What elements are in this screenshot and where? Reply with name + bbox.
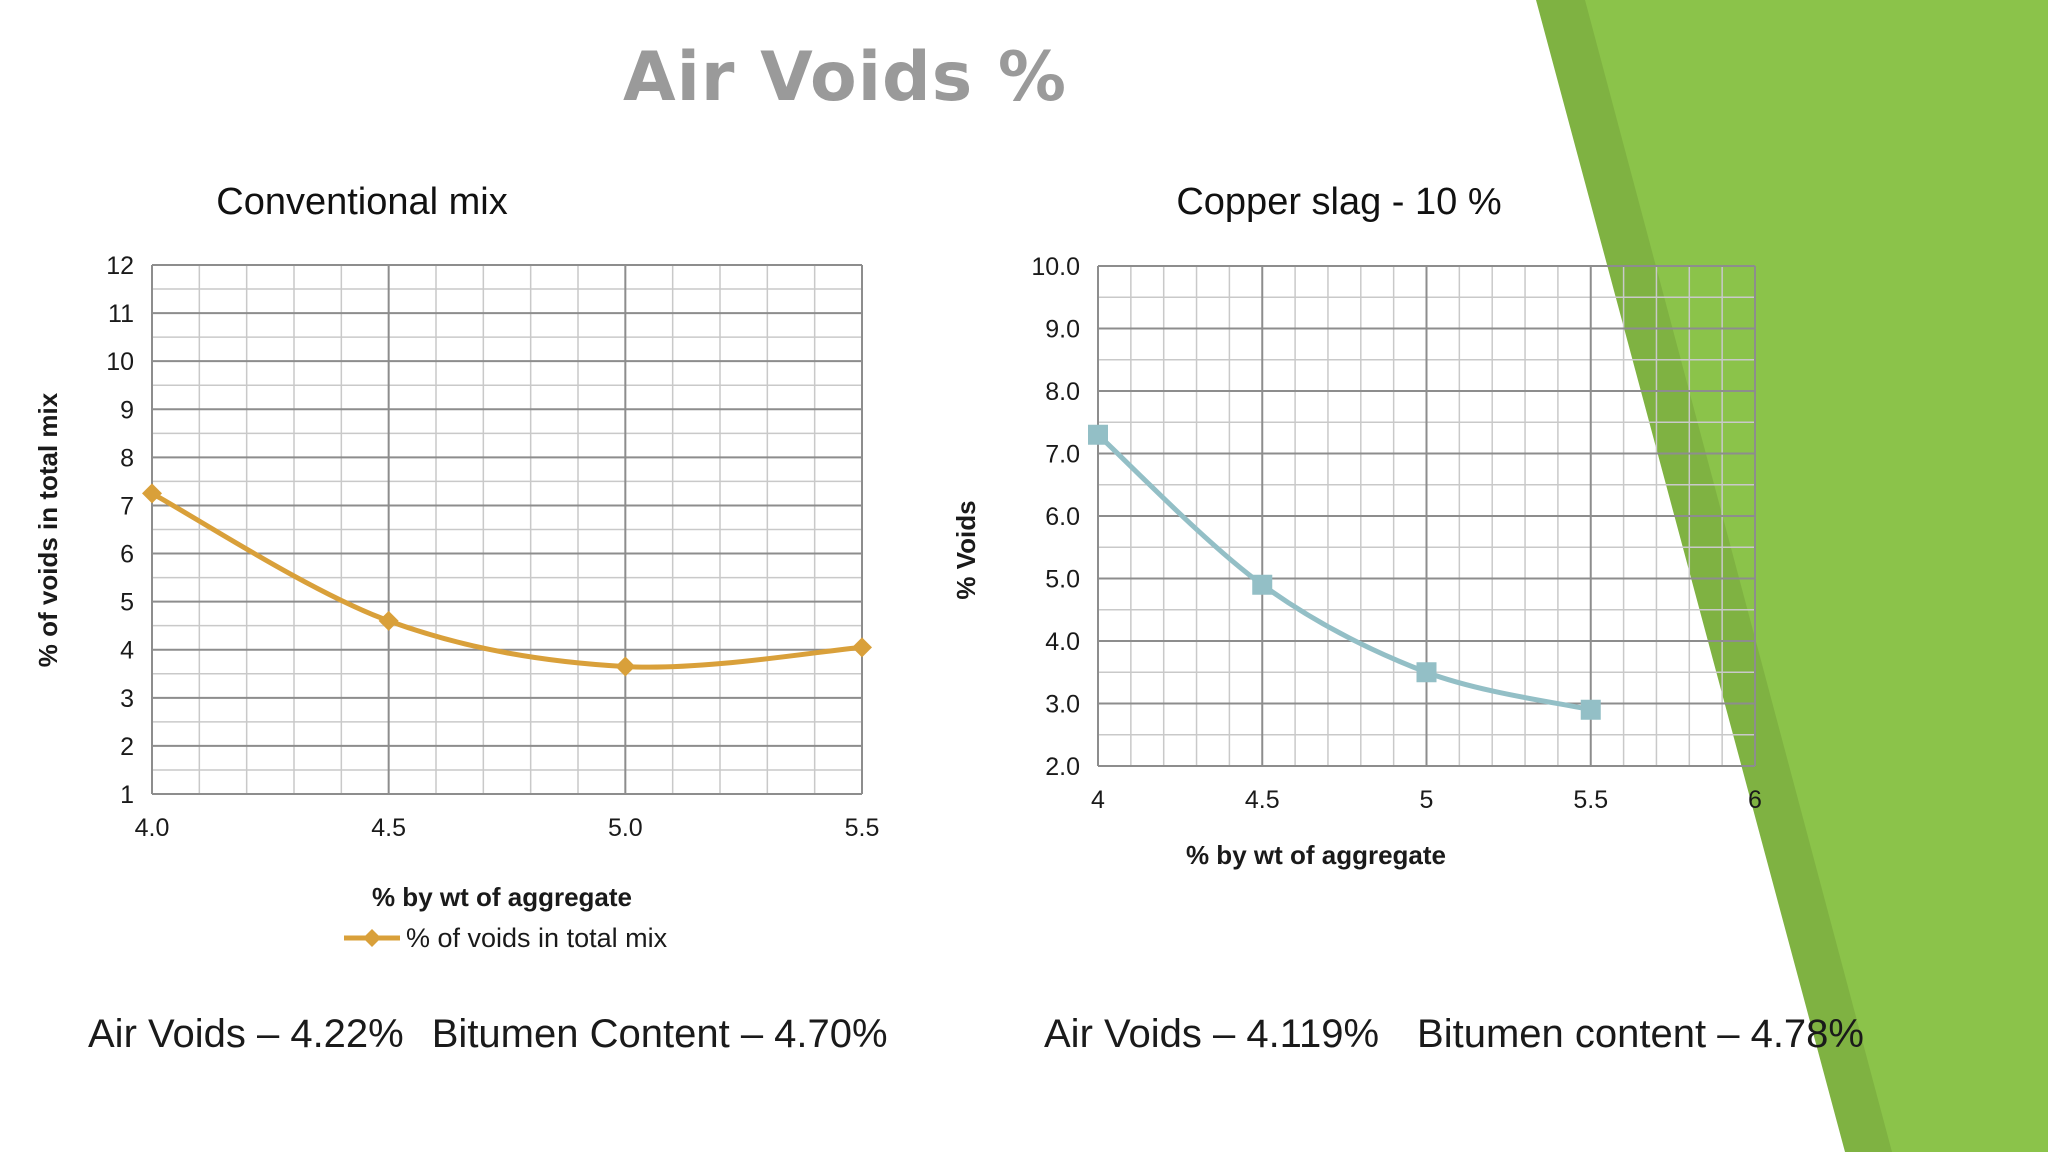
- y-tick-label: 10: [106, 348, 134, 376]
- data-point: [1088, 424, 1108, 445]
- summary-conventional: Air Voids – 4.22% Bitumen Content – 4.70%: [88, 1012, 888, 1057]
- chart-title: Conventional mix: [216, 181, 507, 223]
- series-line: [149, 490, 865, 670]
- x-tick-label: 6: [1748, 786, 1762, 814]
- y-tick-label: 3: [120, 685, 134, 713]
- data-point: [378, 610, 399, 631]
- y-tick-label: 9: [120, 396, 134, 424]
- data-point: [615, 656, 636, 677]
- x-tick-label: 5: [1420, 786, 1434, 814]
- y-tick-label: 5.0: [1045, 566, 1080, 594]
- x-tick-label: 4.5: [371, 814, 406, 842]
- y-tick-label: 12: [106, 252, 134, 280]
- summary-copper-slag: Air Voids – 4.119% Bitumen content – 4.78…: [1044, 1012, 1864, 1057]
- slide-title: Air Voids %: [622, 38, 1068, 117]
- plot-grid: [1097, 265, 1756, 767]
- x-tick-label: 4: [1091, 786, 1105, 814]
- x-tick-label: 4.0: [135, 814, 170, 842]
- y-tick-label: 9.0: [1045, 316, 1080, 344]
- data-point: [1580, 699, 1601, 720]
- y-tick-label: 2: [120, 733, 134, 761]
- y-tick-label: 7: [120, 492, 134, 520]
- y-tick-label: 10.0: [1031, 253, 1080, 281]
- y-tick-label: 4.0: [1045, 628, 1080, 656]
- y-tick-label: 8.0: [1045, 378, 1080, 406]
- y-tick-label: 6.0: [1045, 503, 1080, 531]
- data-point: [1416, 662, 1437, 683]
- summary-bitumen-content: Bitumen content – 4.78%: [1417, 1012, 1864, 1056]
- x-axis-title: % by wt of aggregate: [1186, 840, 1446, 870]
- x-tick-label: 5.0: [608, 814, 643, 842]
- x-tick-label: 5.5: [845, 814, 880, 842]
- series-line: [1095, 432, 1594, 713]
- y-tick-label: 11: [108, 300, 134, 328]
- y-tick-label: 3.0: [1045, 691, 1080, 719]
- data-point: [852, 637, 872, 658]
- y-axis-title: % Voids: [951, 500, 981, 599]
- y-axis-title: % of voids in total mix: [33, 392, 63, 667]
- summary-bitumen-content: Bitumen Content – 4.70%: [431, 1012, 888, 1056]
- summary-air-voids: Air Voids – 4.119%: [1044, 1012, 1380, 1056]
- y-tick-label: 7.0: [1045, 441, 1080, 469]
- x-axis-title: % by wt of aggregate: [372, 882, 632, 912]
- plot-grid: [151, 264, 863, 795]
- y-tick-label: 4: [120, 637, 134, 665]
- y-tick-label: 6: [120, 541, 134, 569]
- legend-marker: [363, 929, 381, 947]
- x-tick-label: 4.5: [1245, 786, 1280, 814]
- data-point: [142, 483, 162, 504]
- y-tick-label: 2.0: [1045, 753, 1080, 781]
- y-tick-label: 5: [120, 589, 134, 617]
- x-tick-label: 5.5: [1573, 786, 1608, 814]
- legend-label: % of voids in total mix: [406, 923, 668, 953]
- summary-air-voids: Air Voids – 4.22%: [88, 1012, 404, 1056]
- data-point: [1252, 574, 1273, 595]
- y-tick-label: 8: [120, 444, 134, 472]
- chart-title: Copper slag - 10 %: [1176, 181, 1501, 223]
- y-tick-label: 1: [120, 781, 134, 809]
